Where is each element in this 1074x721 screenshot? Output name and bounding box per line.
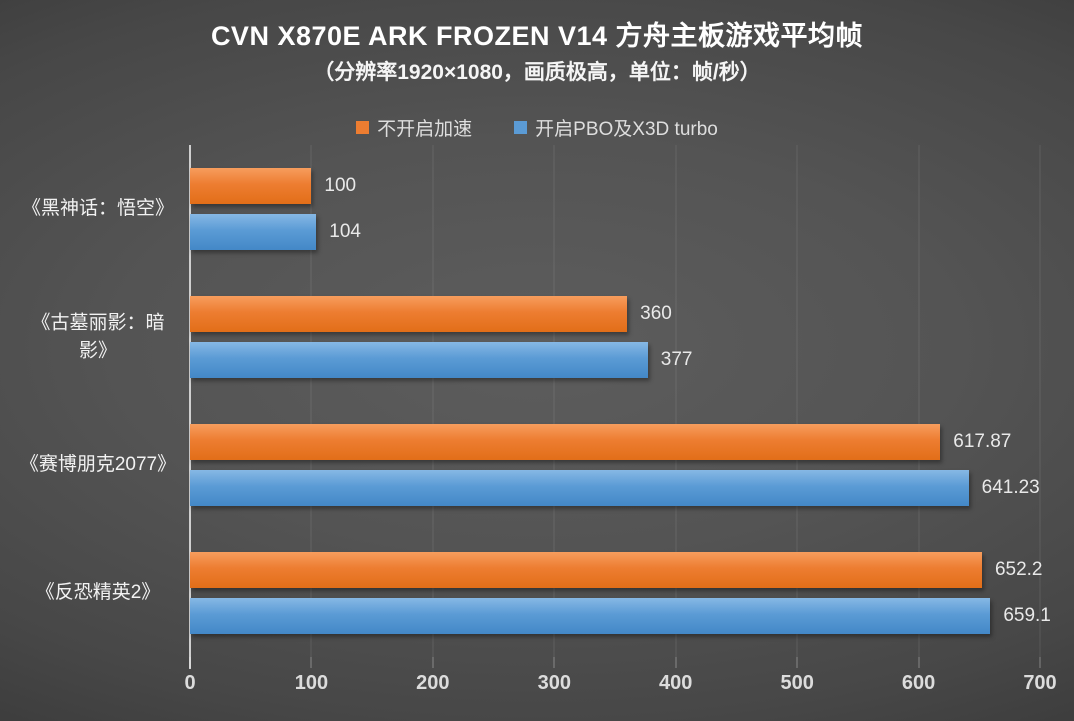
chart-subtitle: （分辨率1920×1080，画质极高，单位：帧/秒） xyxy=(313,61,761,84)
x-tick-label-100: 100 xyxy=(294,672,329,694)
value-label-no-boost-2: 617.87 xyxy=(953,431,1012,452)
legend-swatch-blue-icon xyxy=(514,121,528,134)
x-tick-label-300: 300 xyxy=(537,672,571,694)
legend-label-boost: 开启PBO及X3D turbo xyxy=(535,119,718,140)
x-tick-label-700: 700 xyxy=(1023,672,1057,694)
gridline-100 xyxy=(310,145,312,657)
bar-boost-2 xyxy=(190,470,969,506)
gridline-600 xyxy=(918,145,920,657)
legend-label-no-boost: 不开启加速 xyxy=(377,119,473,140)
bar-boost-3 xyxy=(190,598,991,634)
value-label-boost-1: 377 xyxy=(660,349,693,370)
bar-no-boost-1 xyxy=(190,296,628,332)
x-tick-200 xyxy=(432,657,434,668)
legend-item-no-boost: 不开启加速 xyxy=(356,114,472,141)
value-label-no-boost-3: 652.2 xyxy=(994,559,1043,580)
legend-swatch-orange-icon xyxy=(356,121,370,134)
value-label-no-boost-1: 360 xyxy=(640,303,672,324)
bar-no-boost-0 xyxy=(190,168,312,204)
category-axis: 《黑神话：悟空》《古墓丽影：暗影》《赛博朋克2077》 《反恐精英2》 xyxy=(18,145,178,657)
bar-no-boost-2 xyxy=(190,424,941,460)
legend-item-boost: 开启PBO及X3D turbo xyxy=(514,114,718,141)
category-label-0: 《黑神话：悟空》 xyxy=(21,198,174,220)
x-tick-700 xyxy=(1039,657,1041,668)
x-tick-0 xyxy=(189,657,191,668)
bar-no-boost-3 xyxy=(190,552,982,588)
x-axis: 0 100 200 300 400 500 600 700 xyxy=(184,672,1056,702)
x-tick-label-0: 0 xyxy=(184,672,196,694)
gridline-400 xyxy=(675,145,677,657)
x-tick-300 xyxy=(553,657,555,668)
bar-boost-1 xyxy=(190,342,648,378)
bar-boost-0 xyxy=(190,214,317,250)
category-label-2: 《赛博朋克2077》 xyxy=(19,454,177,476)
gridline-700 xyxy=(1039,145,1041,657)
value-label-boost-2: 641.23 xyxy=(981,477,1040,498)
gridline-200 xyxy=(432,145,434,657)
x-tick-100 xyxy=(310,657,312,668)
category-label-1: 《古墓丽影：暗影》 xyxy=(31,312,165,361)
x-tick-label-200: 200 xyxy=(416,672,450,694)
x-tick-500 xyxy=(796,657,798,668)
gridline-300 xyxy=(553,145,555,657)
category-label-3: 《反恐精英2》 xyxy=(35,582,161,604)
x-tick-600 xyxy=(918,657,920,668)
gridline-500 xyxy=(796,145,798,657)
legend: 不开启加速 开启PBO及X3D turbo xyxy=(0,114,1074,141)
x-tick-400 xyxy=(675,657,677,668)
value-label-boost-0: 104 xyxy=(329,221,361,242)
value-label-boost-3: 659.1 xyxy=(1003,605,1051,626)
value-label-no-boost-0: 100 xyxy=(324,175,357,196)
plot-area: 100 104 360 377 617.87 641.23 652.2 659.1 xyxy=(189,145,1051,669)
y-axis-line xyxy=(189,145,191,669)
x-tick-label-500: 500 xyxy=(780,672,814,694)
chart-title: CVN X870E ARK FROZEN V14 方舟主板游戏平均帧 xyxy=(210,21,864,51)
x-tick-label-600: 600 xyxy=(901,672,936,694)
x-tick-label-400: 400 xyxy=(659,672,693,694)
